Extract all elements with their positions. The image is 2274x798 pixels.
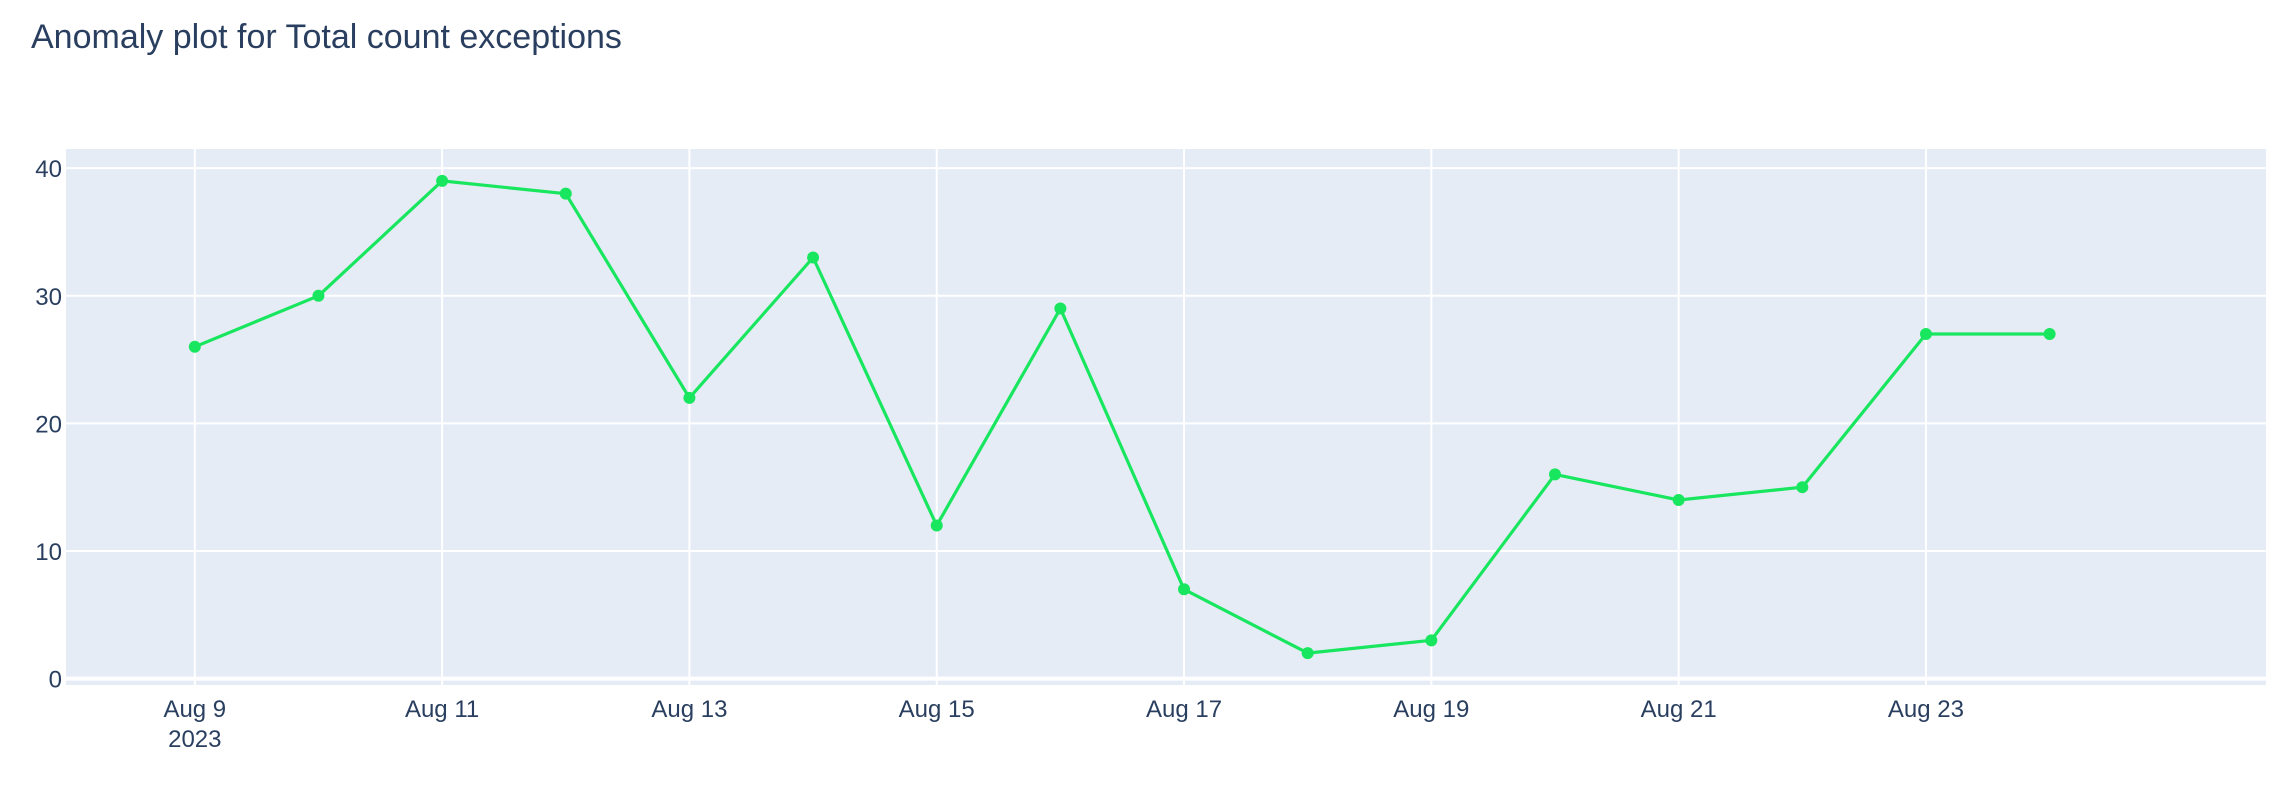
data-point [930, 519, 943, 532]
data-point [1548, 468, 1561, 481]
x-axis-ticks: Aug 9 2023 Aug 11 Aug 13 Aug 15 Aug 17 Aug 19 A… [163, 696, 1964, 753]
data-point [1796, 481, 1809, 494]
grid-lines [66, 149, 2266, 685]
y-tick-label: 0 [49, 667, 62, 694]
data-point [1425, 634, 1438, 647]
data-point [1178, 583, 1191, 596]
data-point [1054, 302, 1067, 315]
x-tick-label: Aug 11 [405, 696, 479, 723]
data-point [312, 289, 325, 302]
y-tick-label: 40 [35, 156, 62, 183]
data-point [1301, 647, 1314, 660]
data-point [2043, 328, 2056, 341]
y-tick-label: 20 [35, 411, 62, 438]
series-layer [188, 174, 2056, 660]
data-point [683, 391, 696, 404]
x-tick-label: Aug 19 [1393, 696, 1469, 723]
y-tick-label: 10 [35, 539, 62, 566]
data-point [188, 340, 201, 353]
x-tick-sublabel: 2023 [168, 726, 221, 753]
data-point [559, 187, 572, 200]
x-tick-label: Aug 17 [1146, 696, 1222, 723]
data-point [436, 174, 449, 187]
plot-area [66, 149, 2266, 685]
y-tick-label: 30 [35, 284, 62, 311]
series-line [194, 179, 2050, 655]
chart-title: Anomaly plot for Total count exceptions [31, 18, 622, 56]
x-tick-label: Aug 21 [1641, 696, 1717, 723]
x-tick-label: Aug 9 [163, 696, 226, 723]
x-tick-label: Aug 15 [899, 696, 975, 723]
data-point [1672, 493, 1685, 506]
x-tick-label: Aug 13 [651, 696, 727, 723]
data-point [1919, 328, 1932, 341]
x-tick-label: Aug 23 [1888, 696, 1964, 723]
y-axis-ticks: 0 10 20 30 40 [35, 156, 62, 693]
data-point [807, 251, 820, 264]
